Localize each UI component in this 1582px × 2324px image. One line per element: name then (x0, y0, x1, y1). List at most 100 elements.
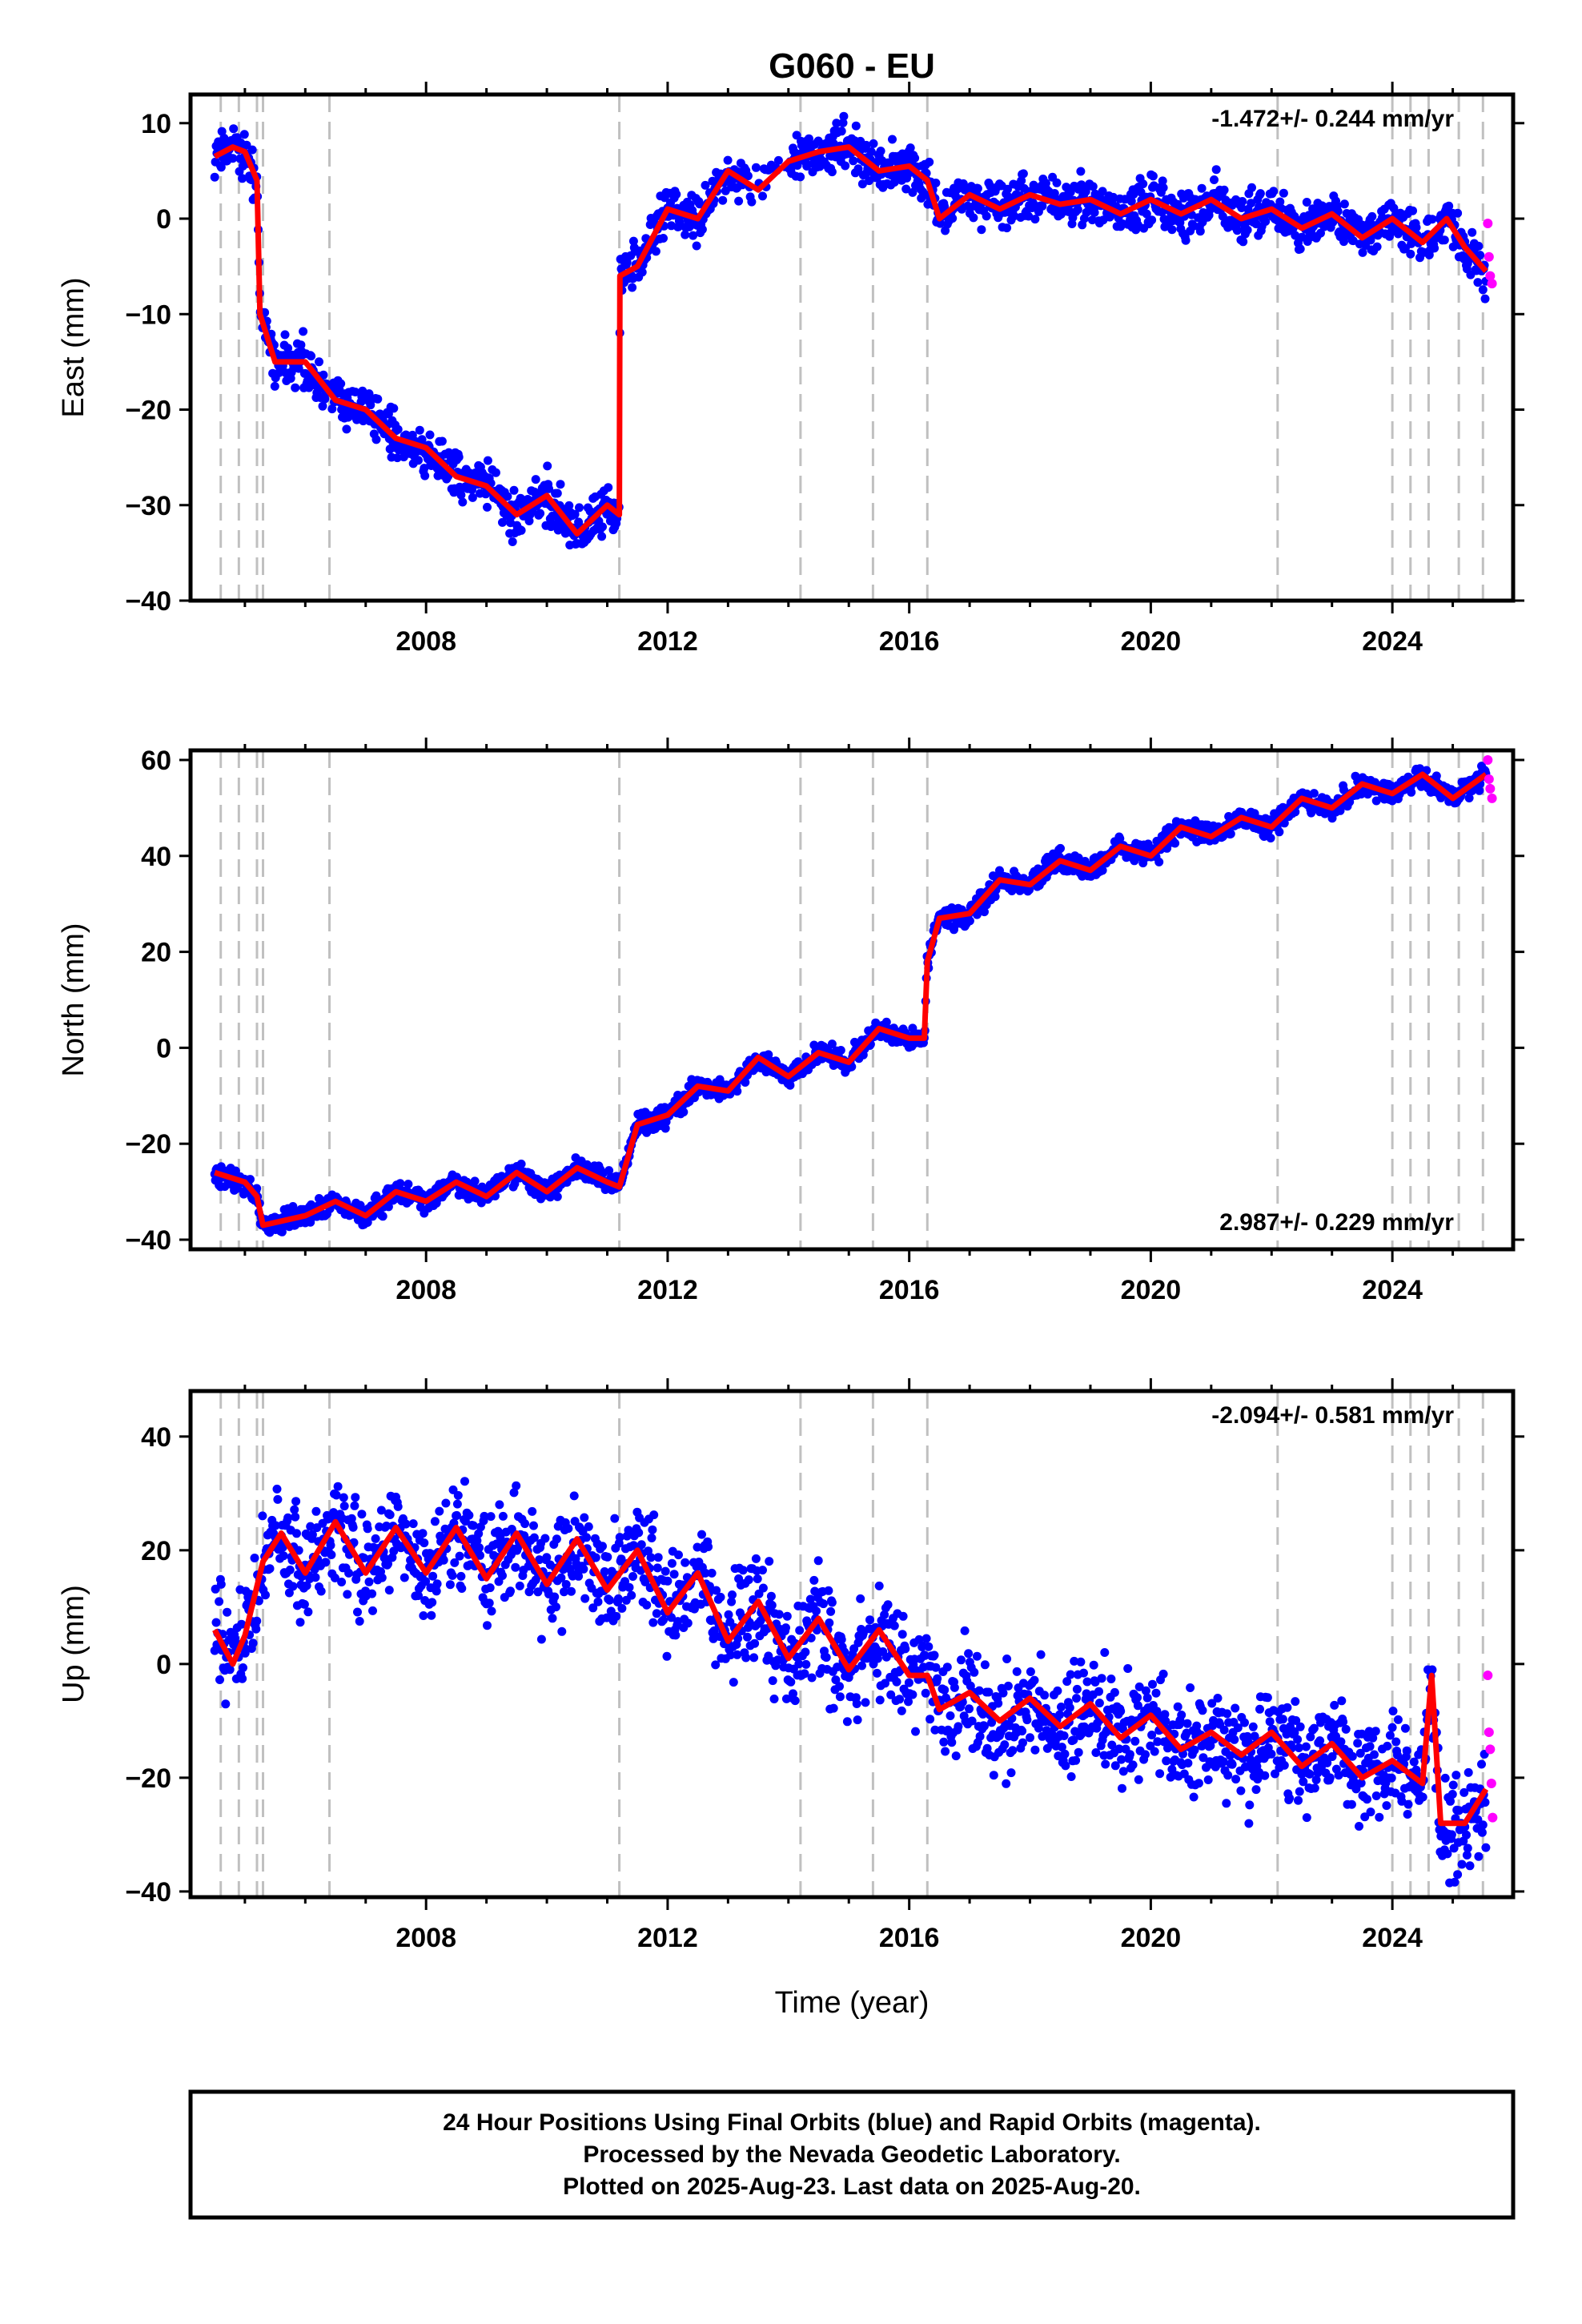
final-orbit-point (556, 1573, 566, 1582)
final-orbit-point (1006, 1768, 1016, 1778)
y-tick-label: −20 (125, 396, 171, 426)
final-orbit-point (741, 1078, 750, 1087)
final-orbit-point (1066, 1670, 1075, 1679)
final-orbit-point (1478, 285, 1488, 295)
final-orbit-point (758, 1583, 768, 1593)
final-orbit-point (613, 1594, 623, 1603)
final-orbit-point (965, 916, 974, 926)
final-orbit-point (897, 1630, 907, 1639)
final-orbit-point (1239, 237, 1248, 247)
y-tick-label: −40 (125, 1225, 171, 1256)
final-orbit-point (498, 1511, 508, 1521)
y-tick-label: −10 (125, 300, 171, 330)
final-orbit-point (400, 1573, 409, 1582)
final-orbit-point (743, 171, 753, 181)
final-orbit-point (454, 452, 464, 462)
final-orbit-point (812, 1606, 821, 1616)
final-orbit-point (516, 525, 526, 535)
final-orbit-point (781, 1623, 790, 1633)
final-orbit-point (667, 1613, 676, 1622)
final-orbit-point (364, 1577, 374, 1586)
final-orbit-point (861, 140, 871, 150)
final-orbit-point (901, 184, 911, 194)
final-orbit-point (393, 424, 403, 434)
final-orbit-point (529, 1521, 538, 1530)
final-orbit-point (1473, 278, 1483, 287)
final-orbit-point (644, 1546, 652, 1556)
final-orbit-point (1125, 1750, 1134, 1759)
final-orbit-point (1181, 235, 1191, 245)
final-orbit-point (295, 1618, 305, 1627)
final-orbit-point (1128, 1760, 1138, 1770)
final-orbit-point (383, 1559, 392, 1569)
final-orbit-point (239, 1663, 247, 1672)
final-orbit-point (751, 1554, 761, 1563)
final-orbit-point (835, 1682, 844, 1691)
final-orbit-point (272, 1484, 282, 1494)
final-orbit-point (701, 180, 710, 190)
final-orbit-point (316, 1586, 326, 1596)
rate-annotation-east: -1.472+/- 0.244 mm/yr (1211, 106, 1454, 132)
final-orbit-point (827, 1598, 837, 1607)
final-orbit-point (785, 1080, 795, 1090)
final-orbit-point (1070, 1656, 1079, 1666)
final-orbit-point (574, 1571, 584, 1581)
y-tick-label: −20 (125, 1129, 171, 1160)
final-orbit-point (941, 1747, 950, 1756)
rapid-orbit-point (1487, 793, 1497, 803)
final-orbit-point (278, 1542, 287, 1552)
final-orbit-point (610, 1514, 620, 1523)
final-orbit-point (368, 1606, 377, 1615)
final-orbit-point (1339, 199, 1349, 209)
final-orbit-points-east (210, 111, 1491, 550)
x-tick-label: 2020 (1121, 1275, 1182, 1305)
final-orbit-point (351, 1493, 360, 1502)
final-orbit-point (580, 1513, 589, 1522)
x-tick-label: 2008 (396, 626, 456, 657)
final-orbit-point (1018, 1727, 1027, 1736)
final-orbit-point (404, 1180, 413, 1189)
final-orbit-point (430, 1517, 440, 1526)
final-orbit-point (733, 1087, 742, 1096)
final-orbit-point (1038, 201, 1047, 211)
final-orbit-point (921, 1634, 931, 1643)
final-orbit-point (967, 1716, 977, 1726)
final-orbit-point (1109, 192, 1118, 202)
final-orbit-point (377, 1573, 387, 1582)
final-orbit-point (216, 1579, 226, 1589)
final-orbit-point (371, 1534, 380, 1543)
final-orbit-point (990, 892, 1000, 902)
final-orbit-point (794, 1659, 804, 1669)
final-orbit-point (970, 1667, 979, 1677)
final-orbit-point (1266, 834, 1275, 842)
final-orbit-point (1133, 1701, 1142, 1711)
final-orbit-point (291, 383, 300, 392)
final-orbit-point (747, 197, 757, 207)
final-orbit-point (415, 425, 424, 435)
final-orbit-point (904, 1678, 913, 1687)
final-orbit-point (516, 1160, 526, 1168)
rapid-orbit-point (1483, 218, 1493, 228)
x-tick-label: 2016 (879, 626, 940, 657)
final-orbit-point (1110, 1687, 1119, 1697)
final-orbit-point (1358, 247, 1367, 257)
final-orbit-point (385, 1510, 395, 1519)
final-orbit-point (1091, 1748, 1101, 1757)
final-orbit-point (939, 1737, 949, 1747)
final-orbit-point (789, 1689, 797, 1699)
final-orbit-point (383, 409, 393, 419)
final-orbit-point (648, 1618, 658, 1627)
final-orbit-point (251, 1624, 261, 1634)
final-orbit-point (508, 537, 517, 546)
final-orbit-point (327, 404, 337, 414)
final-orbit-point (883, 1600, 893, 1610)
final-orbit-point (930, 1725, 940, 1735)
final-orbit-point (804, 134, 813, 143)
final-orbit-point (321, 1558, 331, 1567)
final-orbit-point (856, 1594, 865, 1603)
final-orbit-point (1226, 829, 1235, 838)
final-orbit-point (290, 1505, 299, 1514)
y-tick-label: −30 (125, 491, 171, 521)
final-orbit-point (1309, 789, 1319, 798)
